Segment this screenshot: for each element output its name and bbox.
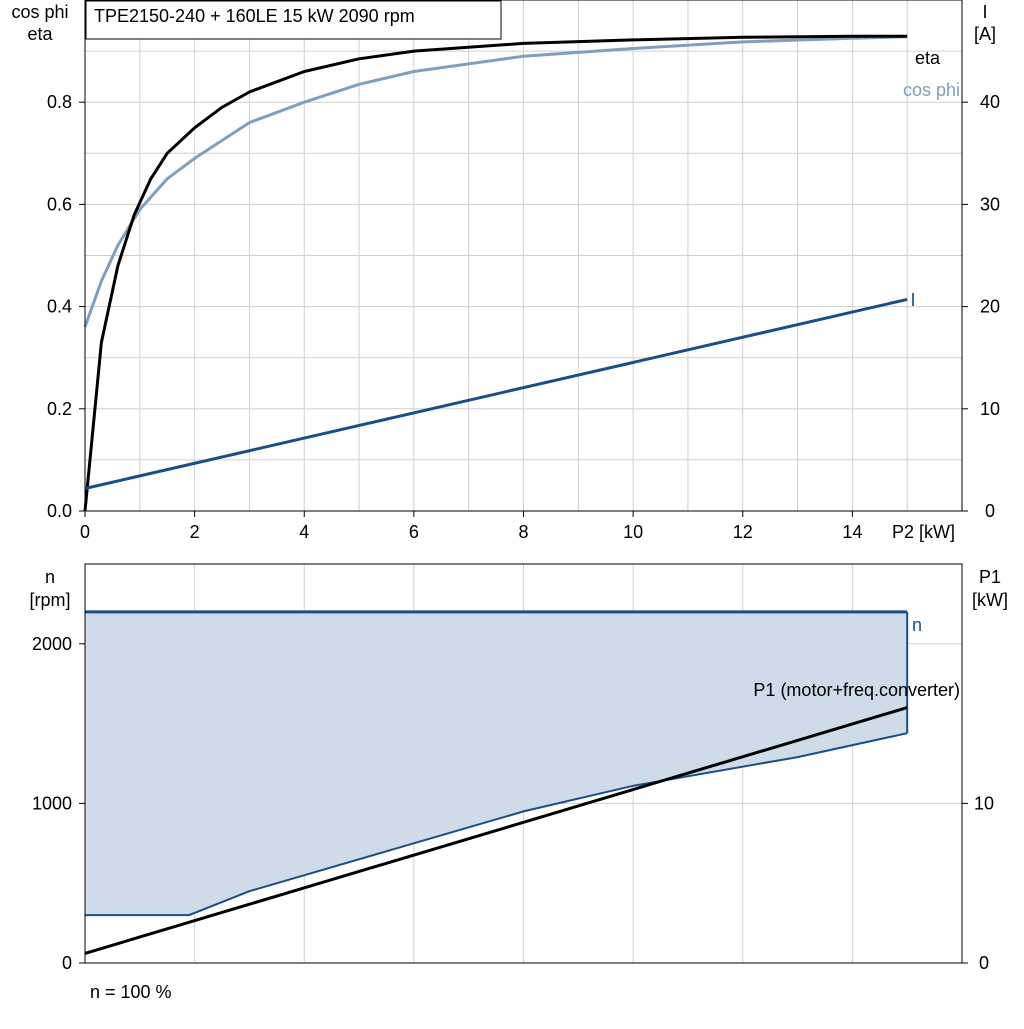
bottom-left-axis-label-1: n: [45, 567, 55, 587]
eta-series-label: eta: [915, 48, 941, 68]
top-right-tick-label: 40: [980, 92, 1000, 112]
top-left-axis-label-2: eta: [27, 24, 53, 44]
n-series-label: n: [912, 615, 922, 635]
top-right-axis-label-1: I: [982, 2, 987, 22]
bottom-right-axis-label-1: P1: [979, 567, 1001, 587]
top-right-axis-label-2: [A]: [974, 24, 996, 44]
title-box: [85, 0, 502, 40]
top-chart-grid: [85, 0, 962, 511]
cos-phi-series-label: cos phi: [903, 80, 960, 100]
x-tick-label: 2: [190, 522, 200, 542]
p1-series-label: P1 (motor+freq.converter): [753, 680, 960, 700]
bottom-right-tick-label: 10: [974, 793, 994, 813]
p1-curve: [84, 706, 908, 955]
x-tick-label: 4: [299, 522, 309, 542]
cos-phi-curve: [83, 35, 908, 328]
bottom-chart-series: [84, 610, 909, 955]
eta-curve: [83, 34, 908, 512]
x-tick-label: 12: [733, 522, 753, 542]
bottom-left-tick-label: 1000: [32, 793, 72, 813]
bottom-right-tick-label: 0: [979, 953, 989, 973]
top-left-tick-label: 0.2: [47, 399, 72, 419]
bottom-left-tick-label: 2000: [32, 634, 72, 654]
x-tick-label: 8: [518, 522, 528, 542]
top-chart-series: [83, 34, 908, 512]
top-left-tick-label: 0.8: [47, 92, 72, 112]
footer-note: n = 100 %: [90, 982, 172, 1002]
top-left-axis-label-1: cos phi: [11, 2, 68, 22]
x-tick-label: 6: [409, 522, 419, 542]
chart-title: TPE2150-240 + 160LE 15 kW 2090 rpm: [94, 6, 415, 26]
bottom-left-axis-label-2: [rpm]: [29, 590, 70, 610]
top-right-tick-label: 30: [980, 194, 1000, 214]
current-curve: [84, 297, 908, 490]
x-tick-label: 0: [80, 522, 90, 542]
bottom-left-tick-label: 0: [62, 953, 72, 973]
bottom-chart-ticks: 0 1000 2000 0 10: [32, 634, 994, 973]
current-series-label: I: [910, 290, 915, 310]
n-operating-range-band: [85, 611, 908, 916]
bottom-chart-frame: [84, 563, 963, 964]
top-right-tick-label: 0: [985, 501, 995, 521]
x-tick-label: 14: [842, 522, 862, 542]
top-left-tick-label: 0.0: [47, 501, 72, 521]
n-min-curve: [85, 732, 908, 917]
top-right-tick-label: 10: [980, 399, 1000, 419]
top-chart-ticks: 0 2 4 6 8 10 12 14 0.0 0.2 0.4 0.6 0.8 0 10 20 30 40: [47, 92, 1000, 542]
top-left-tick-label: 0.6: [47, 194, 72, 214]
x-tick-label: 10: [623, 522, 643, 542]
bottom-right-axis-label-2: [kW]: [972, 590, 1008, 610]
x-axis-label: P2 [kW]: [892, 522, 955, 542]
top-left-tick-label: 0.4: [47, 297, 72, 317]
top-right-tick-label: 20: [980, 297, 1000, 317]
